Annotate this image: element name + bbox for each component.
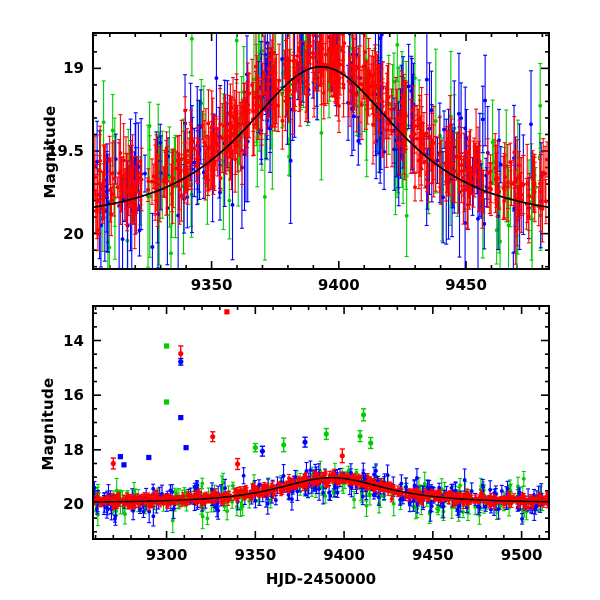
- top-panel-plot-area: [92, 32, 550, 270]
- outlier-point: [110, 457, 116, 470]
- bottom-panel-outliers: [110, 309, 374, 471]
- bottom-panel-x-tick-9300: 9300: [145, 546, 188, 564]
- bottom-panel-x-tick-9450: 9450: [411, 546, 454, 564]
- top-panel-model-curve: [92, 65, 550, 209]
- outlier-point: [323, 427, 329, 441]
- outlier-point: [259, 445, 266, 457]
- bottom-panel-model-curve: [92, 476, 550, 503]
- outlier-point: [361, 408, 367, 422]
- outlier-point: [357, 429, 363, 443]
- top-panel: [92, 32, 550, 270]
- top-panel-x-tick-9450: 9450: [445, 276, 487, 294]
- outlier-point: [281, 437, 287, 453]
- series-blue: [92, 460, 545, 527]
- outlier-point: [163, 343, 170, 349]
- series-red: [92, 32, 550, 265]
- bottom-panel-y-tick-14: 14: [63, 331, 84, 350]
- top-panel-x-tick-9400: 9400: [317, 276, 360, 294]
- outlier-point: [121, 462, 127, 468]
- top-panel-x-tick-9350: 9350: [190, 276, 233, 294]
- outlier-point: [178, 414, 184, 421]
- series-red: [92, 468, 550, 511]
- top-panel-data-points: [92, 32, 550, 270]
- bottom-panel-y-tick-16: 16: [63, 386, 84, 405]
- top-panel-y-tick-20: 20: [63, 224, 84, 243]
- bottom-panel-y-axis-label: Magnitude: [39, 377, 57, 471]
- outlier-point: [178, 357, 184, 366]
- bottom-panel-y-tick-18: 18: [63, 440, 84, 459]
- x-axis-title: HJD-2450000: [265, 570, 377, 588]
- outlier-point: [252, 442, 258, 453]
- top-panel-y-tick-19p5: 19.5: [46, 142, 84, 160]
- outlier-point: [146, 454, 152, 461]
- bottom-panel-x-tick-9500: 9500: [500, 546, 543, 564]
- outlier-point: [117, 454, 124, 460]
- bottom-panel-x-tick-9350: 9350: [234, 546, 277, 564]
- bottom-panel: [92, 305, 550, 540]
- bottom-panel-y-tick-20: 20: [63, 495, 84, 514]
- outlier-point: [183, 445, 189, 451]
- outlier-point: [234, 457, 241, 471]
- bottom-panel-plot-area: [92, 305, 550, 540]
- outlier-point: [339, 448, 345, 464]
- outlier-point: [210, 431, 216, 443]
- top-panel-y-tick-19: 19: [63, 59, 84, 78]
- outlier-point: [302, 436, 308, 448]
- outlier-point: [224, 309, 230, 315]
- bottom-panel-data-points: [92, 460, 550, 534]
- outlier-point: [163, 399, 170, 405]
- outlier-point: [368, 436, 374, 450]
- bottom-panel-x-tick-9400: 9400: [323, 546, 365, 564]
